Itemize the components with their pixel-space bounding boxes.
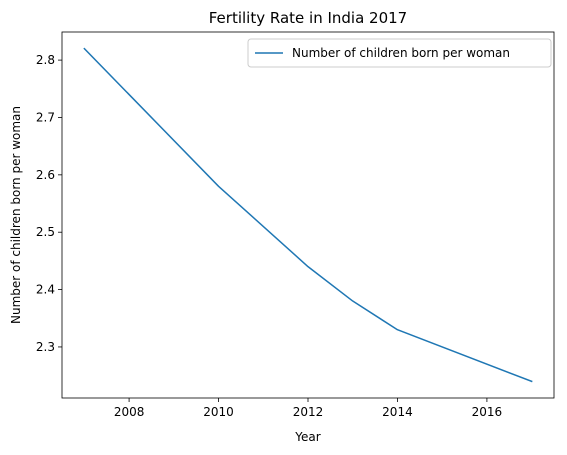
y-tick-label: 2.5 — [36, 225, 55, 239]
y-tick-label: 2.6 — [36, 168, 55, 182]
x-tick-label: 2012 — [293, 405, 324, 419]
y-tick-label: 2.3 — [36, 340, 55, 354]
y-tick-label: 2.7 — [36, 110, 55, 124]
y-axis-ticks: 2.3 2.4 2.5 2.6 2.7 2.8 — [36, 53, 62, 354]
legend-box — [247, 38, 552, 68]
y-tick-label: 2.8 — [36, 53, 55, 67]
plot-frame — [61, 31, 555, 399]
x-axis-label: Year — [294, 430, 320, 444]
chart-title: Fertility Rate in India 2017 — [209, 9, 407, 27]
legend: Number of children born per woman — [247, 38, 552, 68]
x-tick-label: 2016 — [472, 405, 503, 419]
plot-area: 2008 2010 2012 2014 2016 2.3 2.4 2.5 2.6 2.7 2.8 — [36, 31, 555, 419]
y-axis-label: Number of children born per woman — [9, 106, 23, 324]
y-tick-label: 2.4 — [36, 283, 55, 297]
legend-label: Number of children born per woman — [292, 46, 510, 60]
series-layer — [83, 47, 533, 383]
x-tick-label: 2008 — [114, 405, 145, 419]
x-tick-label: 2010 — [203, 405, 234, 419]
x-axis-ticks: 2008 2010 2012 2014 2016 — [114, 398, 502, 419]
series-line-0 — [83, 47, 533, 383]
x-tick-label: 2014 — [382, 405, 413, 419]
